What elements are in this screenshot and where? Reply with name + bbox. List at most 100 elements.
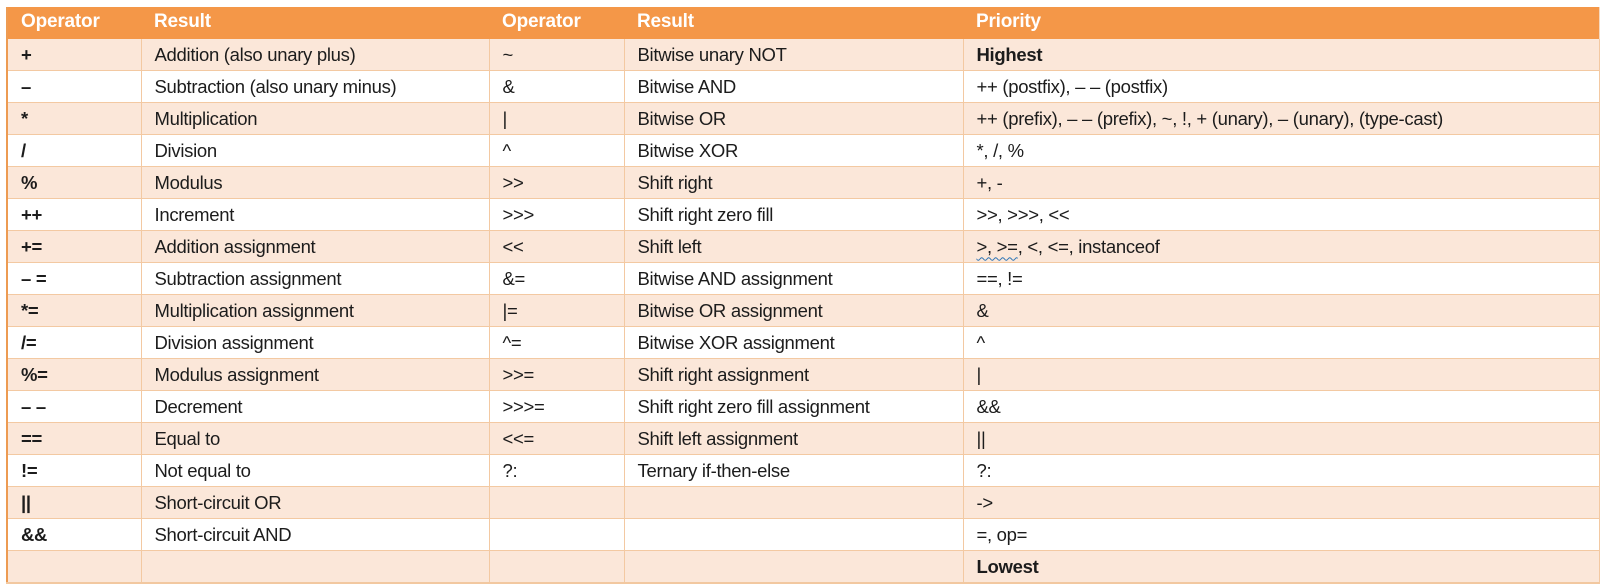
operator-2-cell	[488, 486, 625, 519]
result-1-cell: Increment	[140, 198, 490, 231]
result-2-cell: Shift right	[623, 166, 964, 199]
result-2-cell: Bitwise XOR assignment	[623, 326, 964, 359]
priority-cell: ^	[962, 326, 1600, 359]
table-row: % Modulus >> Shift right +, -	[6, 166, 1600, 199]
operator-1-cell: /=	[6, 326, 142, 359]
operator-1-cell: %=	[6, 358, 142, 391]
priority-cell: &	[962, 294, 1600, 327]
result-1-cell: Modulus	[140, 166, 490, 199]
result-2-cell: Shift right assignment	[623, 358, 964, 391]
priority-cell: ||	[962, 422, 1600, 455]
operator-2-cell	[488, 518, 625, 551]
table-row: – = Subtraction assignment &= Bitwise AN…	[6, 262, 1600, 295]
table-row: – – Decrement >>>= Shift right zero fill…	[6, 390, 1600, 423]
operator-2-cell: ?:	[488, 454, 625, 487]
priority-cell: |	[962, 358, 1600, 391]
priority-cell: &&	[962, 390, 1600, 423]
priority-cell: Highest	[962, 39, 1600, 71]
table-row: += Addition assignment << Shift left >, …	[6, 230, 1600, 263]
result-1-cell: Modulus assignment	[140, 358, 490, 391]
operator-2-cell: >>=	[488, 358, 625, 391]
operator-1-cell: %	[6, 166, 142, 199]
result-1-cell: Decrement	[140, 390, 490, 423]
operator-1-cell: +=	[6, 230, 142, 263]
result-1-cell: Division	[140, 134, 490, 167]
result-2-cell: Bitwise unary NOT	[623, 39, 964, 71]
operator-1-cell: –	[6, 70, 142, 103]
table-row: && Short-circuit AND =, op=	[6, 518, 1600, 551]
column-header-result-2: Result	[624, 7, 963, 39]
operator-1-cell: +	[6, 39, 142, 71]
operator-2-cell: >>>=	[488, 390, 625, 423]
operator-1-cell: – –	[6, 390, 142, 423]
operator-2-cell: |=	[488, 294, 625, 327]
result-2-cell: Shift right zero fill	[623, 198, 964, 231]
priority-cell: ?:	[962, 454, 1600, 487]
table-row: %= Modulus assignment >>= Shift right as…	[6, 358, 1600, 391]
operator-2-cell: >>	[488, 166, 625, 199]
priority-cell: >, >=, <, <=, instanceof	[962, 230, 1600, 263]
result-2-cell: Bitwise AND	[623, 70, 964, 103]
operator-2-cell	[488, 550, 625, 584]
operator-2-cell: ~	[488, 39, 625, 71]
result-1-cell: Subtraction assignment	[140, 262, 490, 295]
operator-2-cell: &=	[488, 262, 625, 295]
result-1-cell: Division assignment	[140, 326, 490, 359]
operator-2-cell: ^	[488, 134, 625, 167]
column-header-operator-1: Operator	[7, 7, 141, 39]
operator-2-cell: ^=	[488, 326, 625, 359]
priority-spellcheck-squiggle: >, >=	[976, 235, 1019, 257]
result-2-cell: Bitwise XOR	[623, 134, 964, 167]
priority-cell: +, -	[962, 166, 1600, 199]
column-header-priority: Priority	[963, 7, 1599, 39]
document-canvas: Operator Result Operator Result Priority…	[6, 7, 1600, 584]
priority-cell: >>, >>>, <<	[962, 198, 1600, 231]
result-2-cell: Bitwise OR assignment	[623, 294, 964, 327]
result-1-cell: Multiplication assignment	[140, 294, 490, 327]
column-header-result-1: Result	[141, 7, 489, 39]
result-1-cell: Multiplication	[140, 102, 490, 135]
operator-1-cell	[6, 550, 142, 584]
operator-2-cell: <<	[488, 230, 625, 263]
priority-cell: ++ (postfix), – – (postfix)	[962, 70, 1600, 103]
column-header-operator-2: Operator	[489, 7, 624, 39]
operator-2-cell: <<=	[488, 422, 625, 455]
table-row: + Addition (also unary plus) ~ Bitwise u…	[6, 39, 1600, 71]
operator-1-cell: – =	[6, 262, 142, 295]
result-1-cell: Addition assignment	[140, 230, 490, 263]
table-row: * Multiplication | Bitwise OR ++ (prefix…	[6, 102, 1600, 135]
table-row: / Division ^ Bitwise XOR *, /, %	[6, 134, 1600, 167]
result-1-cell: Not equal to	[140, 454, 490, 487]
priority-cell: Lowest	[962, 550, 1600, 584]
table-row: Lowest	[6, 550, 1600, 584]
table-row: == Equal to <<= Shift left assignment ||	[6, 422, 1600, 455]
result-1-cell: Addition (also unary plus)	[140, 39, 490, 71]
operator-1-cell: !=	[6, 454, 142, 487]
result-2-cell: Shift left assignment	[623, 422, 964, 455]
table-row: != Not equal to ?: Ternary if-then-else …	[6, 454, 1600, 487]
table-row: *= Multiplication assignment |= Bitwise …	[6, 294, 1600, 327]
result-2-cell: Ternary if-then-else	[623, 454, 964, 487]
priority-cell: =, op=	[962, 518, 1600, 551]
operator-1-cell: ||	[6, 486, 142, 519]
operator-1-cell: *	[6, 102, 142, 135]
operator-1-cell: /	[6, 134, 142, 167]
operators-table: Operator Result Operator Result Priority…	[6, 7, 1600, 584]
header-row: Operator Result Operator Result Priority	[7, 7, 1599, 39]
table-row: – Subtraction (also unary minus) & Bitwi…	[6, 70, 1600, 103]
result-2-cell: Shift right zero fill assignment	[623, 390, 964, 423]
result-2-cell: Bitwise OR	[623, 102, 964, 135]
result-1-cell	[140, 550, 490, 584]
operator-1-cell: ==	[6, 422, 142, 455]
result-2-cell	[623, 518, 964, 551]
operator-1-cell: &&	[6, 518, 142, 551]
result-2-cell	[623, 486, 964, 519]
operator-2-cell: |	[488, 102, 625, 135]
table-body: + Addition (also unary plus) ~ Bitwise u…	[6, 39, 1600, 584]
priority-cell: ++ (prefix), – – (prefix), ~, !, + (unar…	[962, 102, 1600, 135]
table-row: /= Division assignment ^= Bitwise XOR as…	[6, 326, 1600, 359]
result-2-cell: Shift left	[623, 230, 964, 263]
priority-cell: ==, !=	[962, 262, 1600, 295]
result-1-cell: Short-circuit AND	[140, 518, 490, 551]
operator-1-cell: ++	[6, 198, 142, 231]
